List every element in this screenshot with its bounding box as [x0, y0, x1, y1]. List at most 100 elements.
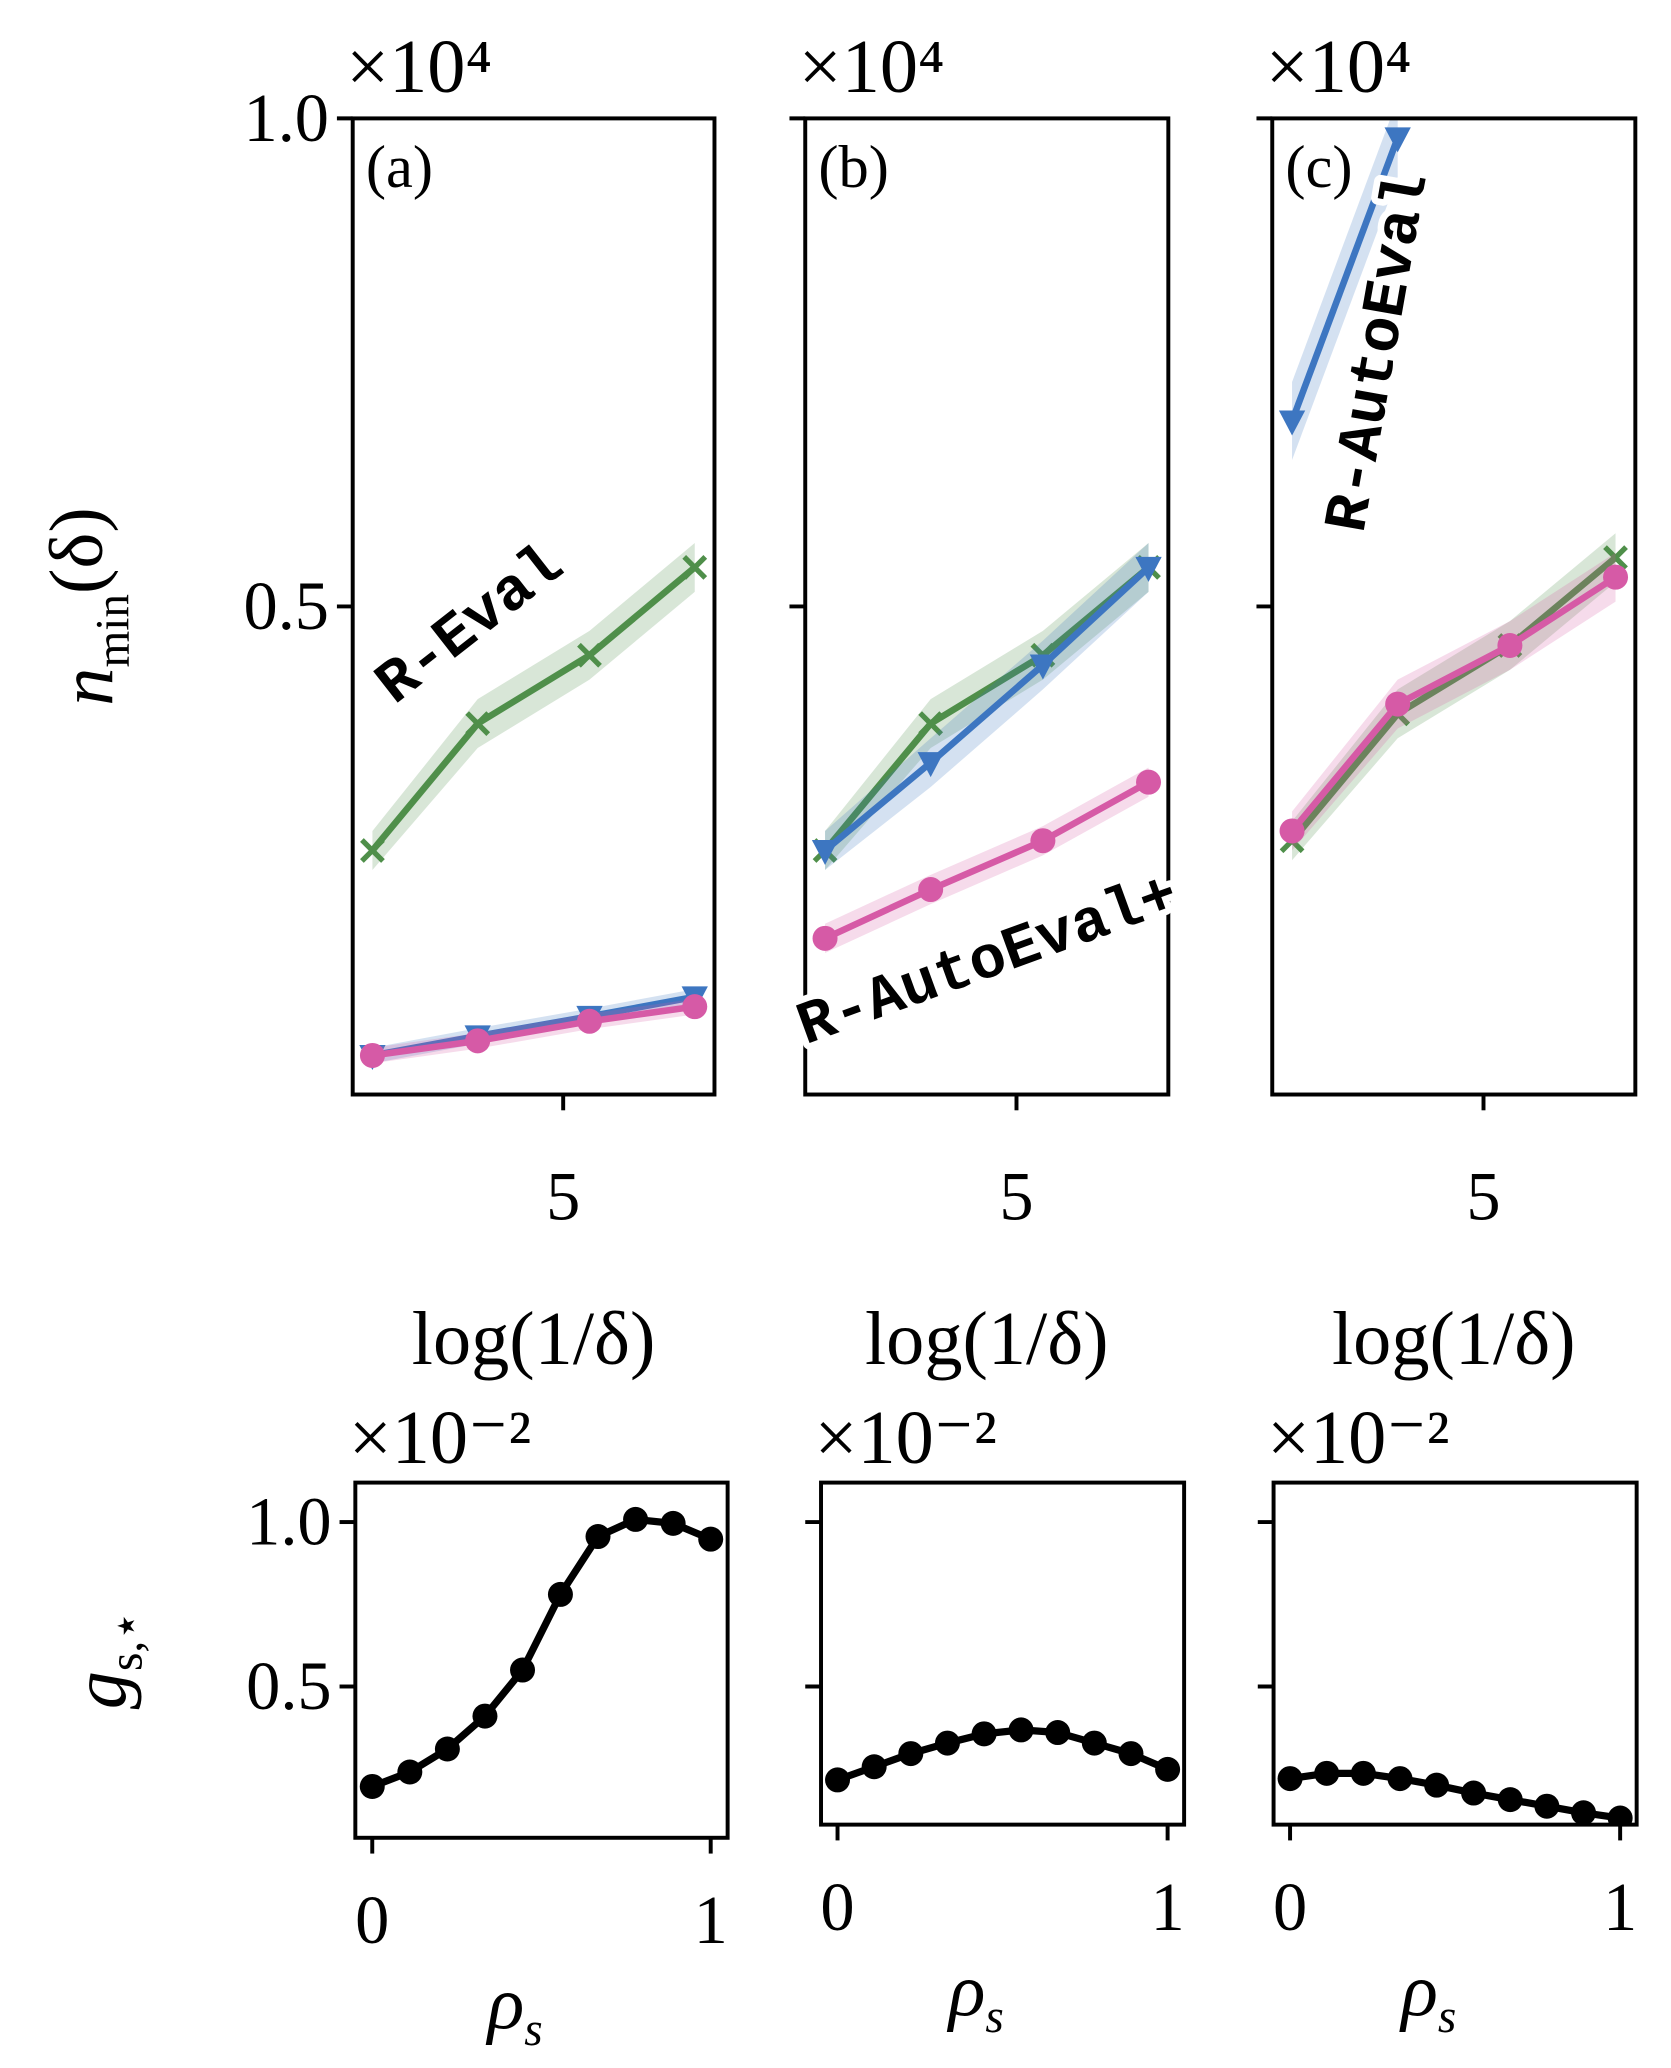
marker-circle [397, 1759, 423, 1785]
x-axis-label: log(1/δ) [865, 1296, 1109, 1381]
marker-circle [547, 1581, 573, 1607]
marker-circle [918, 877, 944, 903]
panel-label: (b) [818, 134, 889, 201]
x-tick-label: 1 [694, 1882, 728, 1958]
marker-circle [1045, 1720, 1071, 1746]
x-tick-label: 0 [355, 1882, 389, 1958]
x-axis-label: ρs [1399, 1947, 1456, 2043]
confidence-band [825, 543, 1149, 871]
axis-multiplier: ×10⁻² [814, 1395, 996, 1480]
marker-circle [898, 1741, 924, 1767]
marker-circle [825, 1767, 851, 1793]
marker-x [577, 642, 602, 668]
marker-circle [1350, 1760, 1376, 1786]
series-line [370, 1515, 713, 1790]
marker-circle [682, 994, 708, 1020]
x-tick-label: 1 [1603, 1869, 1637, 1945]
plot-area [1278, 118, 1629, 861]
confidence-band [825, 543, 1149, 871]
marker-circle [698, 1526, 724, 1552]
marker-circle [465, 1028, 491, 1054]
marker-circle [971, 1721, 997, 1747]
x-axis-label-sub: s [1438, 1991, 1456, 2043]
marker-circle [1155, 1756, 1181, 1782]
plot-area [825, 1717, 1181, 1793]
x-tick-label: 5 [999, 1158, 1033, 1234]
y-axis-label: gs,⋆ [57, 1611, 153, 1709]
axis-multiplier: ×10⁴ [346, 24, 492, 109]
marker-triangle [917, 752, 944, 778]
axes-frame [353, 1480, 730, 1840]
x-axis-label-base: ρ [1399, 1947, 1438, 2032]
marker-circle [660, 1510, 686, 1536]
marker-circle [1461, 1780, 1487, 1806]
marker-triangle [1135, 556, 1162, 582]
axis-multiplier: ×10⁴ [799, 24, 945, 109]
series-line [1289, 1769, 1621, 1822]
confidence-band [1292, 533, 1616, 861]
marker-triangle [811, 839, 839, 865]
y-axis-label-sub: min [88, 594, 140, 668]
series-line [822, 564, 1151, 853]
series-line [371, 1003, 696, 1059]
marker-circle [1534, 1793, 1560, 1819]
plot-area [359, 1506, 724, 1799]
x-axis-label: log(1/δ) [1332, 1296, 1576, 1381]
marker-x [360, 838, 385, 863]
y-tick-label: 1.0 [246, 1483, 331, 1559]
marker-circle [1571, 1800, 1597, 1825]
marker-circle [1081, 1730, 1107, 1756]
marker-circle [1279, 818, 1305, 844]
marker-triangle [1029, 654, 1057, 680]
axis-multiplier: ×10⁻² [349, 1395, 531, 1480]
series-line [823, 779, 1151, 942]
x-axis-label-sub: s [524, 2004, 542, 2056]
annotation: R-AutoEval+ [789, 862, 1188, 1062]
x-tick-label: 0 [1273, 1869, 1307, 1945]
marker-circle [1136, 769, 1162, 795]
y-axis-label-base: n [44, 668, 129, 706]
annotation: R-AutoEval [1315, 168, 1445, 537]
marker-triangle [1278, 410, 1306, 436]
marker-circle [359, 1773, 385, 1799]
x-tick-label: 0 [820, 1869, 854, 1945]
marker-circle [472, 1703, 498, 1729]
marker-circle [934, 1730, 960, 1756]
marker-circle [577, 1008, 602, 1034]
y-axis-label: nmin(δ) [34, 507, 140, 706]
marker-circle [1603, 564, 1629, 590]
series-line [1289, 555, 1618, 843]
series-line [369, 564, 697, 853]
marker-circle [1277, 1766, 1303, 1792]
axes-frame [1271, 1480, 1639, 1827]
series-line [822, 564, 1151, 854]
marker-circle [1387, 1766, 1413, 1792]
panel-label: (c) [1285, 134, 1352, 201]
marker-x [918, 711, 944, 736]
marker-circle [510, 1657, 536, 1683]
plot-area [359, 543, 708, 1070]
x-axis-label-sub: s [985, 1991, 1003, 2043]
axis-multiplier: ×10⁴ [1266, 24, 1412, 109]
marker-x [1603, 545, 1628, 571]
marker-circle [1424, 1772, 1450, 1798]
marker-triangle [1384, 127, 1411, 153]
marker-circle [1607, 1805, 1633, 1825]
marker-circle [434, 1736, 460, 1762]
marker-circle [359, 1042, 385, 1068]
y-axis-label-sub: s,⋆ [101, 1611, 153, 1671]
axis-multiplier: ×10⁻² [1267, 1395, 1449, 1480]
x-tick-label: 1 [1151, 1869, 1185, 1945]
marker-circle [1385, 691, 1411, 717]
marker-circle [1118, 1741, 1144, 1767]
axes-frame [819, 1480, 1187, 1827]
x-axis-label: log(1/δ) [412, 1296, 656, 1381]
panel-label: (a) [366, 134, 433, 201]
confidence-band [825, 767, 1149, 953]
marker-circle [585, 1524, 611, 1550]
plot-area [811, 543, 1162, 953]
x-tick-label: 5 [1466, 1158, 1500, 1234]
marker-circle [1497, 633, 1523, 658]
marker-x [682, 555, 708, 580]
